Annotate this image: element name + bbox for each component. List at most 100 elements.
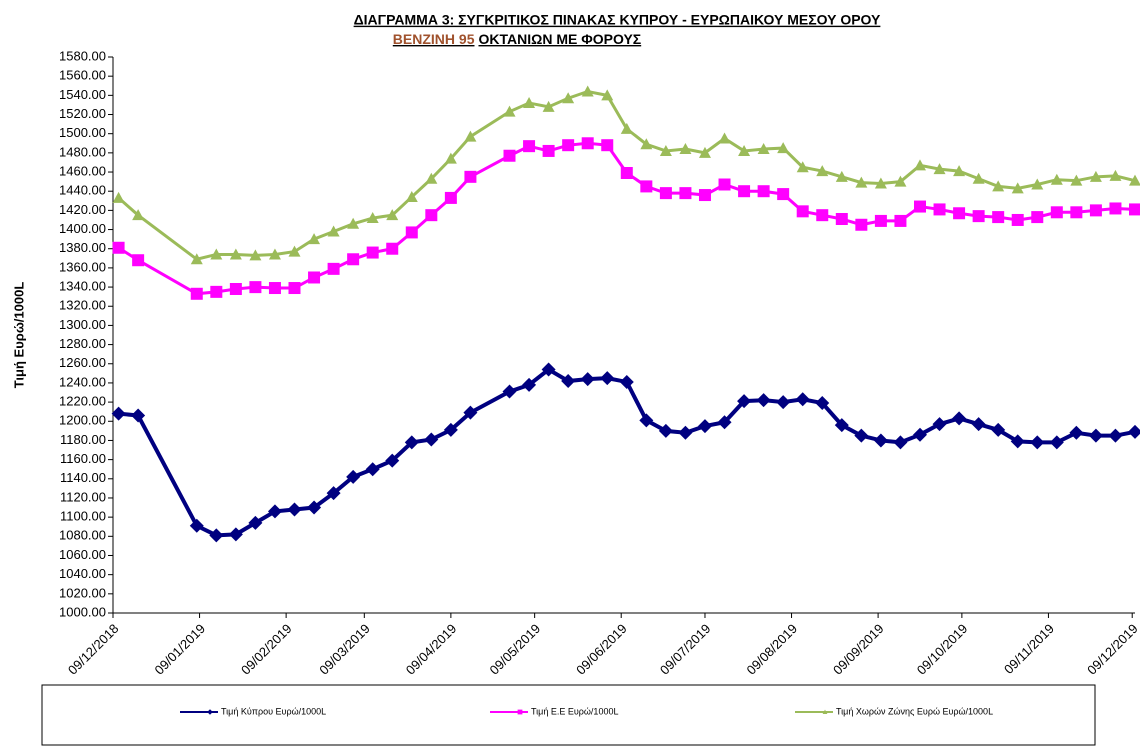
marker <box>757 143 770 155</box>
marker <box>464 130 477 142</box>
marker <box>1089 170 1102 182</box>
marker <box>659 144 672 156</box>
marker <box>405 226 418 239</box>
marker <box>523 140 536 153</box>
marker <box>503 105 516 117</box>
y-tick-label: 1360.00 <box>59 259 106 274</box>
marker <box>854 428 869 443</box>
marker <box>463 405 478 420</box>
marker <box>443 422 458 437</box>
marker <box>737 394 752 409</box>
marker <box>816 209 829 222</box>
marker <box>1049 435 1064 450</box>
x-tick-label: 09/12/2018 <box>65 621 122 678</box>
x-tick-label: 09/09/2019 <box>830 621 887 678</box>
marker <box>659 187 672 200</box>
marker <box>796 205 809 218</box>
x-tick-label: 09/01/2019 <box>151 621 208 678</box>
marker <box>698 189 711 202</box>
marker <box>796 161 809 173</box>
marker <box>1050 173 1063 185</box>
marker <box>386 242 399 255</box>
marker <box>132 254 145 267</box>
y-tick-label: 1080.00 <box>59 528 106 543</box>
marker <box>697 419 712 434</box>
y-tick-label: 1500.00 <box>59 125 106 140</box>
marker <box>522 377 537 392</box>
marker <box>561 374 576 389</box>
marker <box>1011 213 1024 226</box>
marker <box>267 504 282 519</box>
marker <box>444 191 457 204</box>
marker <box>365 462 380 477</box>
x-tick-label: 09/04/2019 <box>403 621 460 678</box>
marker <box>1088 428 1103 443</box>
marker <box>210 248 223 260</box>
marker <box>822 709 828 714</box>
marker <box>249 281 262 294</box>
x-tick-label: 09/05/2019 <box>487 621 544 678</box>
y-tick-label: 1180.00 <box>60 432 106 447</box>
marker <box>385 453 400 468</box>
marker <box>308 233 321 245</box>
marker <box>971 417 986 432</box>
marker <box>366 212 379 224</box>
legend-label: Τιμή Ε.Ε Ευρώ/1000L <box>531 706 618 716</box>
y-tick-label: 1440.00 <box>59 183 106 198</box>
x-tick-label: 09/02/2019 <box>238 621 295 678</box>
y-tick-label: 1060.00 <box>59 547 106 562</box>
marker <box>757 185 770 198</box>
y-tick-label: 1220.00 <box>59 394 106 409</box>
series-line <box>117 89 1136 261</box>
marker <box>207 709 213 715</box>
marker <box>698 146 711 158</box>
marker <box>249 249 262 261</box>
marker <box>1109 169 1122 181</box>
marker <box>679 187 692 200</box>
marker <box>386 209 399 221</box>
marker <box>1128 424 1140 439</box>
legend-box <box>41 684 1096 746</box>
marker <box>190 287 203 300</box>
marker <box>718 132 731 144</box>
marker <box>776 395 791 410</box>
marker <box>953 165 966 177</box>
x-tick-label: 09/10/2019 <box>914 621 971 678</box>
y-tick-label: 1520.00 <box>59 106 106 121</box>
y-tick-label: 1140.00 <box>60 470 106 485</box>
marker <box>1108 428 1123 443</box>
marker <box>835 170 848 182</box>
y-tick-label: 1280.00 <box>59 336 106 351</box>
marker <box>756 393 771 408</box>
marker <box>209 528 224 543</box>
y-tick-label: 1540.00 <box>59 87 106 102</box>
marker <box>717 415 732 430</box>
marker <box>1129 203 1140 216</box>
marker <box>855 218 868 231</box>
marker <box>777 188 790 201</box>
marker <box>601 139 614 152</box>
subtitle-part: ΒΕΝΖΙΝΗ 95 <box>393 31 475 47</box>
y-tick-label: 1100.00 <box>60 509 106 524</box>
subtitle-part: ΟΚΤΑΝΙΩΝ ΜΕ ΦΟΡΟΥΣ <box>478 31 641 47</box>
marker <box>425 172 438 184</box>
y-tick-label: 1400.00 <box>59 221 106 236</box>
marker <box>1069 425 1084 440</box>
marker <box>1030 435 1045 450</box>
chart-subtitle: ΒΕΝΖΙΝΗ 95 ΟΚΤΑΝΙΩΝ ΜΕ ΦΟΡΟΥΣ <box>393 31 641 47</box>
marker <box>640 138 653 150</box>
marker <box>1070 174 1083 186</box>
y-tick-label: 1120.00 <box>60 489 106 504</box>
marker <box>835 213 848 226</box>
marker <box>601 89 614 101</box>
marker <box>1129 174 1140 186</box>
marker <box>738 185 751 198</box>
marker <box>581 85 594 97</box>
marker <box>562 139 575 152</box>
y-tick-label: 1040.00 <box>59 566 106 581</box>
marker <box>600 371 615 386</box>
marker <box>1031 178 1044 190</box>
marker <box>933 203 946 216</box>
marker <box>972 172 985 184</box>
marker <box>287 502 302 517</box>
